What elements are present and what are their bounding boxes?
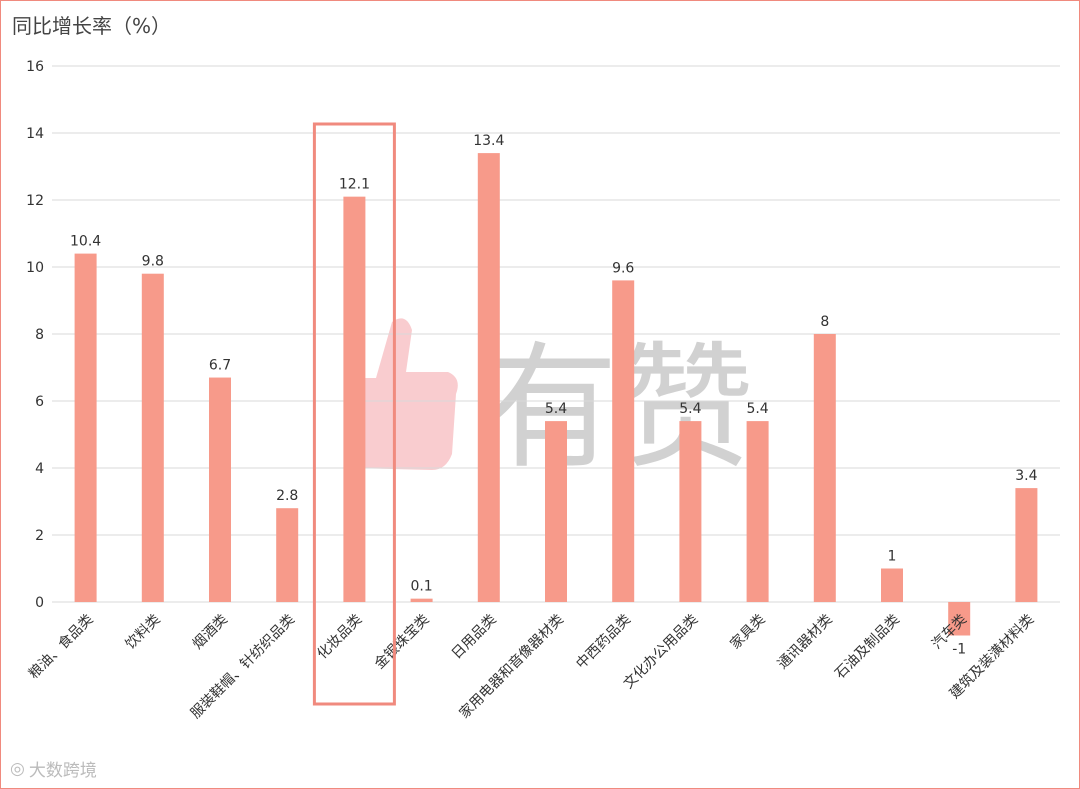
x-tick-label: 粮油、食品类: [25, 611, 96, 682]
bar: [948, 602, 971, 636]
data-label: 3.4: [1015, 468, 1037, 484]
data-label: 13.4: [473, 133, 504, 149]
footer-logo: ◎ 大数跨境: [10, 756, 97, 782]
y-tick-label: 14: [26, 126, 44, 142]
thumbs-up-watermark-icon: [352, 318, 458, 470]
x-tick-label: 日用品类: [449, 612, 500, 663]
data-label: -1: [952, 642, 966, 658]
x-tick-label: 金银珠宝类: [372, 612, 433, 673]
data-label: 5.4: [746, 401, 768, 417]
data-label: 12.1: [339, 177, 370, 193]
y-tick-label: 10: [26, 260, 44, 276]
y-axis-title: 同比增长率（%）: [12, 14, 172, 38]
data-label: 6.7: [209, 358, 231, 374]
bar: [1015, 488, 1038, 602]
y-tick-label: 16: [26, 59, 44, 75]
data-label: 9.8: [142, 254, 164, 270]
bar: [746, 421, 769, 602]
y-tick-label: 0: [35, 595, 44, 611]
y-tick-label: 2: [35, 528, 44, 544]
data-label: 10.4: [70, 234, 101, 250]
y-tick-label: 4: [35, 461, 44, 477]
data-label: 2.8: [276, 488, 298, 504]
data-labels: 10.4 9.8 6.7 2.8 12.1 0.1 13.4 5.4 9.6 5.4 5.4 8 1 -1…: [70, 133, 1038, 657]
bar: [881, 568, 903, 602]
data-label: 5.4: [679, 401, 701, 417]
bar: [343, 196, 366, 602]
highlight-box: [312, 122, 396, 706]
bars: [74, 153, 1038, 636]
data-label: 8: [820, 314, 829, 330]
x-tick-label: 石油及制品类: [832, 612, 903, 683]
bar: [410, 598, 433, 602]
data-label: 9.6: [612, 260, 634, 276]
bar: [813, 334, 836, 602]
y-tick-label: 6: [35, 394, 44, 410]
data-label: 0.1: [410, 579, 432, 595]
y-tick-label: 12: [26, 193, 44, 209]
bar: [74, 253, 97, 602]
data-label: 5.4: [545, 401, 567, 417]
x-tick-label: 通讯器材类: [775, 612, 836, 673]
bar: [141, 273, 164, 602]
x-tick-label: 烟酒类: [190, 612, 231, 653]
bar: [477, 153, 500, 602]
bar: [545, 421, 567, 602]
bar: [679, 421, 702, 602]
x-tick-label: 化妆品类: [314, 612, 365, 663]
bar: [209, 377, 231, 602]
x-tick-label: 家具类: [727, 611, 769, 653]
data-label: 1: [888, 549, 897, 565]
x-tick-label: 中西药品类: [573, 612, 634, 673]
weibo-icon: ◎: [10, 758, 25, 779]
x-tick-label: 饮料类: [123, 612, 164, 653]
footer-text: 大数跨境: [28, 761, 97, 781]
bar: [612, 280, 635, 602]
y-tick-labels: 0 2 4 6 8 10 12 14 16: [26, 59, 44, 611]
y-tick-label: 8: [35, 327, 44, 343]
bar: [276, 508, 299, 602]
